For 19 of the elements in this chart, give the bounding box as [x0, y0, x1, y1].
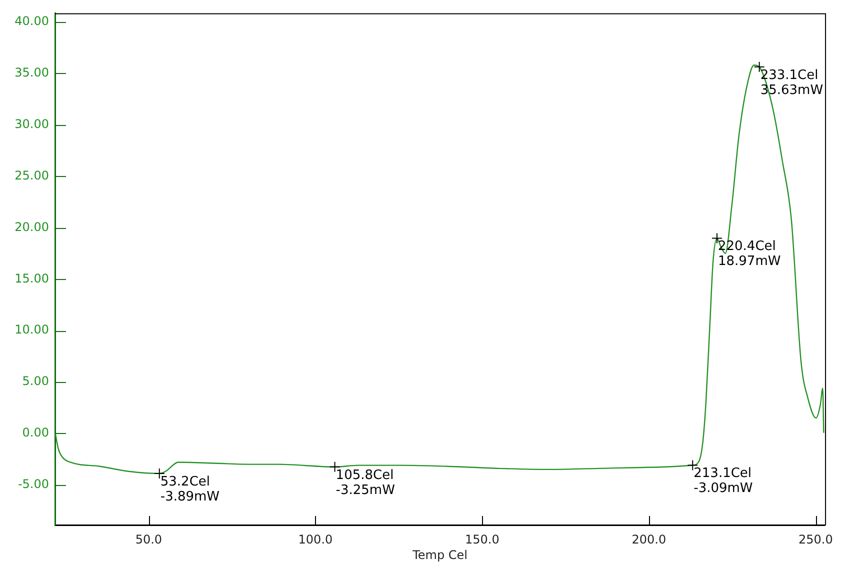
y-tick-label: 35.00 — [14, 66, 49, 80]
y-tick-label: 25.00 — [14, 168, 49, 182]
x-tick-label: 250.0 — [798, 532, 833, 546]
x-tick-label: 50.0 — [135, 532, 162, 546]
x-tick-label: 200.0 — [632, 532, 666, 546]
y-tick-label: 30.00 — [14, 116, 49, 131]
y-tick-label: 15.00 — [14, 271, 49, 286]
y-tick-label: -5.00 — [18, 477, 49, 492]
y-tick-label: 10.00 — [14, 322, 49, 337]
annotation: 105.8Cel -3.25mW — [336, 468, 396, 498]
annotation: 53.2Cel -3.89mW — [160, 474, 220, 504]
y-tick-label: 0.00 — [22, 426, 49, 440]
x-tick-label: 150.0 — [465, 532, 500, 546]
y-tick-label: 5.00 — [22, 374, 49, 388]
x-tick-label: 100.0 — [298, 532, 333, 546]
y-tick-label: 40.00 — [14, 14, 49, 28]
annotation: 213.1Cel -3.09mW — [694, 466, 753, 496]
y-tick-label: 20.00 — [14, 220, 49, 234]
x-axis-title: Temp Cel — [412, 548, 468, 562]
